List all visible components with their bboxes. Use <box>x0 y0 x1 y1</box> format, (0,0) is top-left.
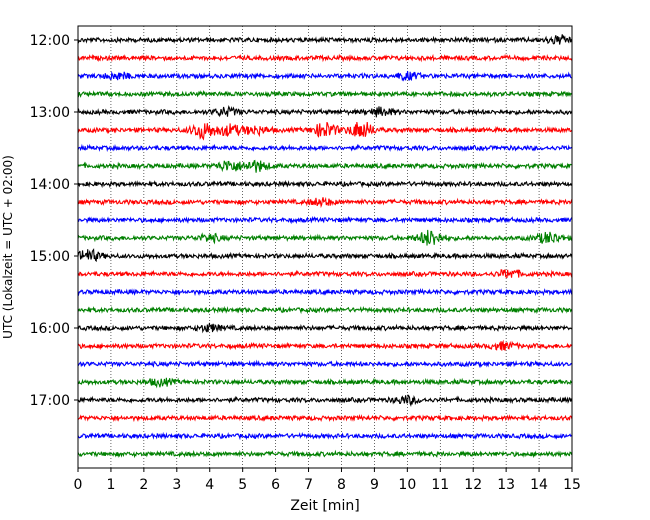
trace-1600 <box>77 322 573 334</box>
y-tick-label-3: 15:00 <box>30 249 70 265</box>
trace-1530 <box>77 288 573 297</box>
trace-1400 <box>77 179 573 189</box>
x-tick-label-3: 3 <box>172 477 181 493</box>
trace-1730 <box>77 431 573 441</box>
y-tick-label-1: 13:00 <box>30 105 70 121</box>
trace-1645 <box>77 377 573 389</box>
y-tick-label-4: 16:00 <box>30 321 70 337</box>
x-tick-label-5: 5 <box>238 477 247 493</box>
trace-1515 <box>77 269 573 279</box>
trace-1500 <box>77 248 573 263</box>
x-tick-label-1: 1 <box>106 477 115 493</box>
x-tick-label-4: 4 <box>205 477 214 493</box>
x-tick-label-6: 6 <box>271 477 280 493</box>
trace-1315 <box>77 121 573 141</box>
trace-1200 <box>77 34 573 45</box>
x-tick-label-11: 11 <box>431 477 449 493</box>
x-axis-label: Zeit [min] <box>290 498 359 514</box>
trace-1745 <box>77 449 573 459</box>
x-tick-label-13: 13 <box>497 477 515 493</box>
plot-area-frame <box>77 25 573 469</box>
x-tick-label-12: 12 <box>464 477 482 493</box>
trace-1415 <box>77 196 573 209</box>
trace-1630 <box>77 359 573 368</box>
trace-1300 <box>77 105 573 118</box>
trace-1700 <box>77 394 573 408</box>
x-tick-label-0: 0 <box>74 477 83 493</box>
trace-1230 <box>77 70 573 82</box>
trace-1215 <box>77 53 573 63</box>
x-tick-label-15: 15 <box>563 477 581 493</box>
trace-1245 <box>77 89 573 99</box>
trace-1715 <box>77 413 573 423</box>
trace-1345 <box>77 159 573 173</box>
y-axis-label: UTC (Lokalzeit = UTC + 02:00) <box>1 155 15 339</box>
trace-1545 <box>77 305 573 315</box>
trace-1445 <box>77 229 573 246</box>
trace-1430 <box>77 215 573 225</box>
x-axis: 0 1 2 3 4 5 6 7 8 9 10 11 12 13 14 15 <box>74 468 581 493</box>
x-tick-label-14: 14 <box>530 477 548 493</box>
y-axis: 12:00 13:00 14:00 15:00 16:00 17:00 <box>30 33 78 409</box>
traces-group <box>77 34 573 459</box>
x-tick-label-9: 9 <box>370 477 379 493</box>
trace-1615 <box>77 339 573 351</box>
x-tick-label-7: 7 <box>304 477 313 493</box>
x-tick-label-10: 10 <box>398 477 416 493</box>
x-tick-label-2: 2 <box>139 477 148 493</box>
y-tick-label-0: 12:00 <box>30 33 70 49</box>
y-tick-label-2: 14:00 <box>30 177 70 193</box>
x-tick-label-8: 8 <box>337 477 346 493</box>
trace-1330 <box>77 143 573 153</box>
y-tick-label-5: 17:00 <box>30 393 70 409</box>
